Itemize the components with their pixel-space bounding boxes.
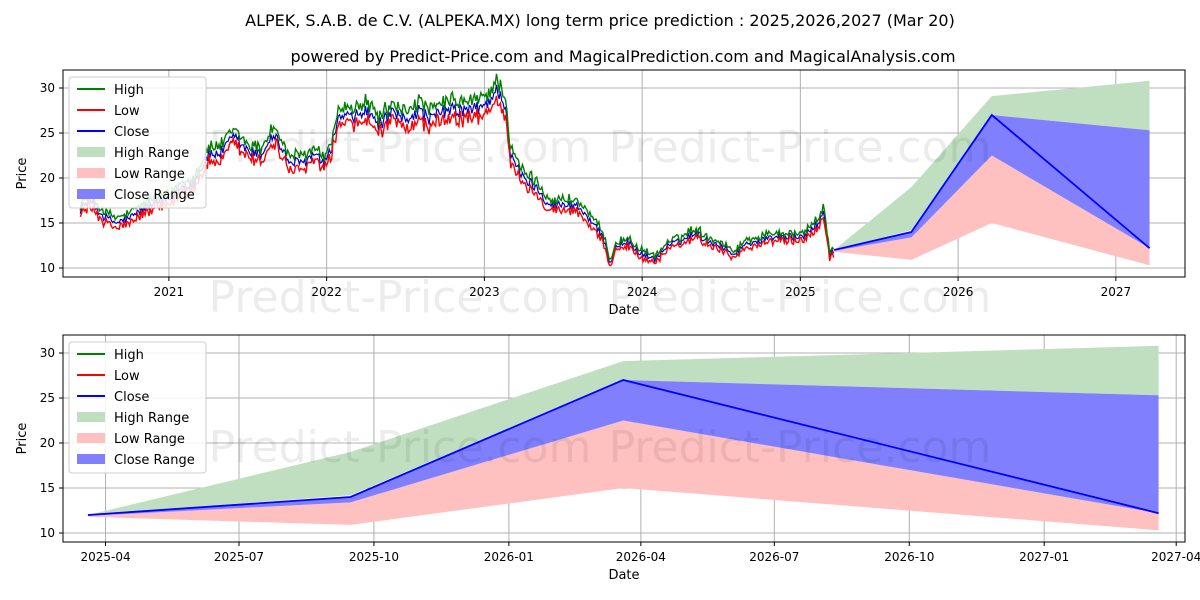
- x-tick-label: 2025-04: [80, 550, 130, 564]
- bottom-chart-panel: 2025-04 2025-07 2025-10 2026-01 2026-04 2026-…: [15, 334, 1200, 583]
- x-axis-label: Date: [608, 303, 639, 318]
- y-tick-label: 25: [40, 126, 55, 140]
- legend-swatch: [77, 168, 105, 178]
- legend-swatch: [77, 189, 105, 199]
- watermark-text: Predict-Price.com: [209, 122, 592, 173]
- legend-label: High Range: [114, 411, 189, 426]
- y-tick-label: 25: [40, 391, 55, 405]
- x-tick-label: 2024: [627, 285, 658, 299]
- close-forecast-line: [833, 113, 1151, 251]
- legend-label: High: [114, 83, 144, 98]
- close-range-band: [87, 380, 1159, 516]
- high-range-band: [87, 345, 1159, 515]
- top-chart-panel: 2021 2022 2023 2024 2025 2026 20271015202530Pr…: [15, 69, 1186, 323]
- y-axis-label: Price: [15, 158, 30, 190]
- legend-swatch: [77, 454, 105, 464]
- x-axis-label: Date: [608, 568, 639, 583]
- close-range-band: [834, 115, 1150, 251]
- y-tick-label: 30: [40, 81, 55, 95]
- y-axis-label: Price: [15, 423, 30, 455]
- x-tick-label: 2025-10: [349, 550, 399, 564]
- legend-label: High Range: [114, 146, 189, 161]
- y-tick-label: 15: [40, 481, 55, 495]
- x-tick-label: 2026-01: [484, 550, 534, 564]
- legend-swatch: [77, 433, 105, 443]
- x-tick-label: 2026: [943, 285, 974, 299]
- watermark-text: Predict-Price.com: [609, 422, 992, 473]
- x-tick-label: 2027: [1101, 285, 1132, 299]
- x-tick-label: 2023: [469, 285, 500, 299]
- watermark-text: Predict-Price.com: [209, 422, 592, 473]
- x-tick-label: 2026-07: [749, 550, 799, 564]
- legend-swatch: [77, 147, 105, 157]
- legend-label: Close Range: [114, 188, 195, 203]
- x-tick-label: 2022: [311, 285, 342, 299]
- legend-label: Close: [114, 390, 149, 405]
- y-tick-label: 10: [40, 526, 55, 540]
- y-tick-label: 20: [40, 436, 55, 450]
- low-range-band: [87, 420, 1159, 531]
- plot-frame: [62, 69, 1186, 278]
- x-tick-label: 2027-01: [1019, 550, 1069, 564]
- legend-label: Low Range: [114, 167, 185, 182]
- x-tick-label: 2025: [785, 285, 816, 299]
- y-tick-label: 30: [40, 346, 55, 360]
- y-tick-label: 15: [40, 216, 55, 230]
- plot-frame: [62, 334, 1186, 543]
- x-tick-label: 2026-10: [884, 550, 934, 564]
- legend-label: Low: [114, 104, 140, 119]
- y-tick-label: 10: [40, 261, 55, 275]
- x-tick-label: 2021: [154, 285, 185, 299]
- high-range-band: [834, 80, 1150, 250]
- legend-label: Close Range: [114, 453, 195, 468]
- chart-title: ALPEK, S.A.B. de C.V. (ALPEKA.MX) long t…: [245, 11, 955, 30]
- legend-label: Low Range: [114, 432, 185, 447]
- y-tick-label: 20: [40, 171, 55, 185]
- watermark-text: Predict-Price.com: [609, 122, 992, 173]
- legend-swatch: [77, 412, 105, 422]
- x-tick-label: 2027-04: [1151, 550, 1200, 564]
- watermark-text: Predict-Price.com: [609, 272, 992, 323]
- x-tick-label: 2025-07: [214, 550, 264, 564]
- close-forecast-line: [87, 379, 1159, 516]
- x-tick-label: 2026-04: [616, 550, 666, 564]
- legend-label: Low: [114, 369, 140, 384]
- chart-subtitle: powered by Predict-Price.com and Magical…: [290, 47, 955, 66]
- legend-label: High: [114, 348, 144, 363]
- low-range-band: [834, 155, 1150, 266]
- legend-label: Close: [114, 125, 149, 140]
- watermark-text: Predict-Price.com: [209, 272, 592, 323]
